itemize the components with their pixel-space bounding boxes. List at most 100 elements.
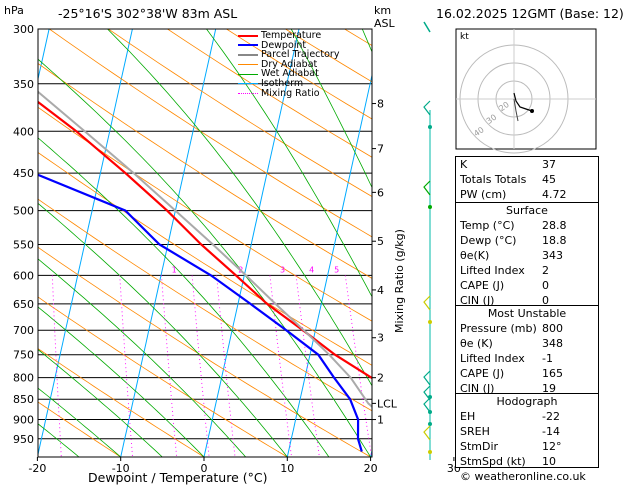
hodo-row: StmDir 12°: [456, 439, 598, 454]
hodo-row: SREH -14: [456, 424, 598, 439]
mu-row: CIN (J) 19: [456, 381, 598, 396]
surface-label: CIN (J): [460, 294, 495, 307]
index-value: 4.72: [542, 188, 567, 201]
hodo-value: -14: [542, 425, 560, 438]
wet-adiabat-line: [107, 29, 372, 387]
x-tick-label: 0: [201, 462, 208, 475]
dry-adiabat-line: [38, 348, 205, 457]
isotherm-line: [120, 29, 217, 457]
surface-value: 343: [542, 249, 563, 262]
hodograph-point: [530, 109, 534, 113]
height-tick-label: 6: [377, 186, 384, 199]
index-label: Totals Totals: [460, 173, 527, 186]
wet-adiabat-line: [290, 29, 372, 189]
pressure-tick-label: 650: [13, 298, 34, 311]
height-tick-label: 7: [377, 143, 384, 156]
dry-adiabat-line: [38, 401, 121, 457]
dry-adiabat-line: [38, 62, 372, 279]
location-title: -25°16'S 302°38'W 83m ASL: [58, 6, 238, 21]
x-axis-title: Dewpoint / Temperature (°C): [88, 470, 268, 485]
wind-dot-icon: [428, 450, 432, 454]
height-unit-km: km: [374, 4, 392, 17]
hodograph-table: Hodograph EH -22 SREH -14 StmDir 12° StmSpd…: [455, 393, 599, 468]
height-tick-label: 2: [377, 372, 384, 385]
mixing-ratio-line: [119, 275, 133, 457]
wet-adiabat-line: [206, 29, 372, 298]
hodo-label: StmDir: [460, 440, 499, 453]
pressure-unit-label: hPa: [4, 4, 24, 17]
mu-label: Pressure (mb): [460, 322, 537, 335]
pressure-tick-label: 750: [13, 349, 34, 362]
surface-table: Surface Temp (°C) 28.8 Dewp (°C) 18.8 θe(K…: [455, 202, 599, 307]
wind-profile: [423, 21, 432, 460]
hodo-value: 12°: [542, 440, 562, 453]
temperature-line: [38, 100, 372, 380]
hodo-label: EH: [460, 410, 476, 423]
wet-adiabat-line: [38, 306, 205, 457]
most-unstable-title: Most Unstable: [487, 307, 567, 320]
skewt-axes: 3003504004505005506006507007508008509009…: [13, 23, 461, 475]
mu-row: CAPE (J) 165: [456, 366, 598, 381]
mixing-ratio-label: 1: [172, 265, 177, 274]
wet-adiabat-line: [38, 387, 121, 457]
pressure-tick-label: 550: [13, 238, 34, 251]
surface-row: Dewp (°C) 18.8: [456, 233, 598, 248]
pressure-tick-label: 900: [13, 414, 34, 427]
surface-value: 0: [542, 294, 549, 307]
pressure-tick-label: 700: [13, 324, 34, 337]
wet-adiabat-line: [38, 258, 246, 457]
pressure-tick-label: 300: [13, 23, 34, 36]
surface-row: Temp (°C) 28.8: [456, 218, 598, 233]
hodo-row: StmSpd (kt) 10: [456, 454, 598, 469]
legend-swatch-isotherm: [238, 83, 258, 85]
wind-barb-icon: [423, 100, 431, 116]
surface-row: CIN (J) 0: [456, 293, 598, 308]
mixing-ratio-label: 5: [334, 265, 339, 274]
datetime-title: 16.02.2025 12GMT (Base: 12): [436, 6, 624, 21]
x-tick-label: -20: [28, 462, 46, 475]
mixing-ratio-label: 3: [280, 265, 285, 274]
y-axis-right-title: Mixing Ratio (g/kg): [393, 229, 406, 333]
mu-label: CIN (J): [460, 382, 495, 395]
wind-barb-icon: [423, 385, 431, 401]
height-tick-label: 3: [377, 332, 384, 345]
hodo-label: SREH: [460, 425, 490, 438]
legend-item-mixing-ratio: Mixing Ratio: [238, 88, 339, 99]
index-row-totals: Totals Totals 45: [456, 172, 598, 187]
dry-adiabat-line: [38, 198, 372, 412]
wind-barb-icon: [423, 397, 431, 413]
isotherm-line: [38, 29, 133, 457]
surface-value: 18.8: [542, 234, 567, 247]
wind-barb-icon: [423, 370, 431, 386]
surface-label: θe(K): [460, 249, 490, 262]
hodograph-trace: [513, 92, 533, 112]
surface-label: Lifted Index: [460, 264, 525, 277]
hodo-row: EH -22: [456, 409, 598, 424]
mu-label: θe (K): [460, 337, 493, 350]
parcel-trajectory-line: [38, 90, 372, 408]
index-row-k: K 37: [456, 157, 598, 172]
height-tick-label: 5: [377, 235, 384, 248]
pressure-tick-label: 350: [13, 78, 34, 91]
wind-barb-icon: [423, 21, 431, 33]
index-value: 37: [542, 158, 556, 171]
dry-adiabat-line: [167, 29, 372, 158]
index-value: 45: [542, 173, 556, 186]
index-label: K: [460, 158, 468, 171]
surface-title: Surface: [506, 204, 548, 217]
mu-row: Lifted Index -1: [456, 351, 598, 366]
wet-adiabat-line: [38, 137, 330, 457]
mu-value: -1: [542, 352, 553, 365]
legend-label: Isotherm: [261, 77, 304, 89]
hodograph-unit-label: kt: [460, 32, 469, 42]
legend-label: Parcel Trajectory: [261, 49, 340, 61]
hodo-label: StmSpd (kt): [460, 455, 526, 468]
chart-legend: Temperature Dewpoint Parcel Trajectory D…: [238, 31, 339, 98]
dry-adiabat-line: [49, 29, 372, 238]
surface-row: Lifted Index 2: [456, 263, 598, 278]
legend-label: Wet Adiabat: [261, 68, 319, 80]
legend-item-temperature: Temperature: [238, 31, 339, 41]
legend-label: Dewpoint: [261, 39, 307, 51]
skewt-profiles: [38, 90, 372, 452]
